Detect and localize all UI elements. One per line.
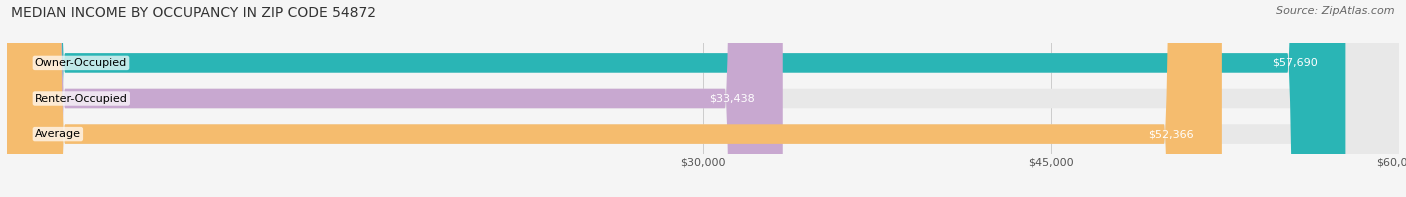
FancyBboxPatch shape (7, 0, 783, 197)
FancyBboxPatch shape (7, 0, 1222, 197)
Text: Owner-Occupied: Owner-Occupied (35, 58, 127, 68)
Text: Renter-Occupied: Renter-Occupied (35, 94, 128, 103)
FancyBboxPatch shape (7, 0, 1399, 197)
Text: Average: Average (35, 129, 82, 139)
Text: $57,690: $57,690 (1272, 58, 1317, 68)
FancyBboxPatch shape (7, 0, 1399, 197)
Text: Source: ZipAtlas.com: Source: ZipAtlas.com (1277, 6, 1395, 16)
FancyBboxPatch shape (7, 0, 1399, 197)
Text: $52,366: $52,366 (1149, 129, 1194, 139)
Text: MEDIAN INCOME BY OCCUPANCY IN ZIP CODE 54872: MEDIAN INCOME BY OCCUPANCY IN ZIP CODE 5… (11, 6, 377, 20)
Text: $33,438: $33,438 (709, 94, 755, 103)
FancyBboxPatch shape (7, 0, 1346, 197)
